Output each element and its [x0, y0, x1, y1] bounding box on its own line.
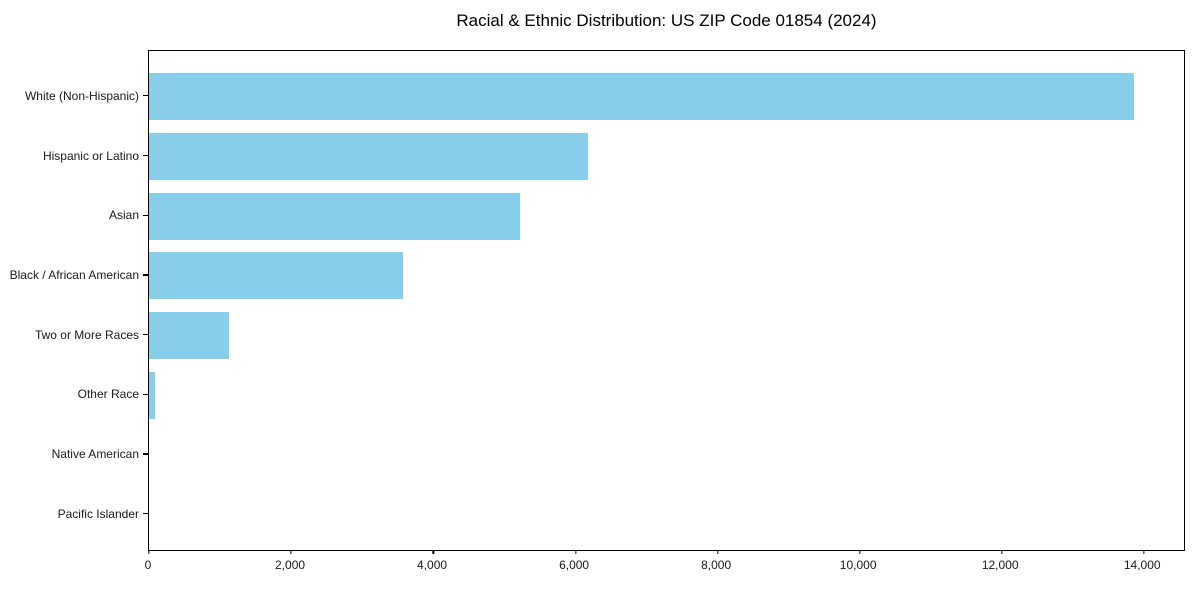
bar — [149, 371, 156, 419]
y-axis-tick-mark — [143, 453, 148, 455]
bar-row — [149, 246, 1184, 306]
bar-row — [149, 127, 1184, 187]
y-axis-label: Two or More Races — [34, 327, 139, 342]
x-axis-tick-label: 4,000 — [417, 558, 448, 572]
x-axis-tick-mark — [148, 550, 150, 554]
y-label-row: Black / African American — [0, 245, 148, 305]
y-label-row: Pacific Islander — [0, 484, 148, 544]
bar-row — [149, 186, 1184, 246]
bar — [149, 133, 588, 181]
x-axis-tick-mark — [290, 550, 292, 554]
y-axis-tick-mark — [143, 154, 148, 157]
x-axis-tick-label: 2,000 — [275, 558, 306, 572]
y-label-row: Native American — [0, 424, 148, 484]
x-axis-tick-label: 12,000 — [981, 558, 1019, 572]
y-label-row: Two or More Races — [0, 305, 148, 365]
x-axis-tick-label: 0 — [144, 558, 152, 572]
x-axis-tick-mark — [1143, 550, 1145, 554]
y-axis-label: Pacific Islander — [57, 506, 139, 521]
plot-area — [148, 50, 1185, 554]
x-axis-tick-label: 6,000 — [559, 558, 590, 572]
y-label-row: White (Non-Hispanic) — [0, 66, 148, 126]
chart-title: Racial & Ethnic Distribution: US ZIP Cod… — [456, 11, 877, 30]
x-axis-tick-label: 10,000 — [839, 558, 877, 572]
y-axis-labels: White (Non-Hispanic) Hispanic or Latino As… — [0, 50, 148, 551]
y-axis-label: Native American — [51, 446, 139, 461]
bars-container — [149, 51, 1184, 550]
x-axis-tick-label: 8,000 — [701, 558, 732, 572]
y-label-row: Asian — [0, 185, 148, 245]
x-axis-tick-mark — [717, 550, 719, 554]
bar-row — [149, 425, 1184, 485]
y-axis-tick-mark — [143, 393, 148, 395]
bar-row — [149, 306, 1184, 366]
bar-row — [149, 365, 1184, 425]
y-axis-label: White (Non-Hispanic) — [24, 88, 139, 103]
y-axis-tick-mark — [143, 95, 148, 97]
x-axis-tick-mark — [432, 550, 434, 554]
x-axis-tick-mark — [574, 550, 577, 554]
x-axis-tick-mark — [859, 550, 861, 554]
y-axis-tick-mark — [143, 214, 148, 216]
y-axis-label: Black / African American — [9, 267, 139, 282]
bar — [149, 252, 403, 300]
bar — [149, 73, 1135, 121]
y-label-row: Other Race — [0, 364, 148, 424]
bar — [149, 192, 521, 240]
y-label-row: Hispanic or Latino — [0, 126, 148, 186]
bar-row — [149, 485, 1184, 545]
y-axis-tick-mark — [143, 513, 148, 515]
bar — [149, 312, 230, 360]
bar-row — [149, 67, 1184, 127]
y-axis-tick-mark — [143, 274, 148, 276]
y-axis-label: Other Race — [77, 387, 139, 402]
y-axis-label: Hispanic or Latino — [42, 148, 139, 163]
x-axis-tick-label: 14,000 — [1123, 558, 1161, 572]
y-axis-tick-mark — [143, 333, 148, 336]
x-axis-tick-mark — [1001, 550, 1003, 554]
x-axis-tick-labels: 0 2,000 4,000 6,000 8,000 10,000 12,000 14,000 — [144, 558, 1182, 576]
y-axis-label: Asian — [108, 208, 139, 223]
